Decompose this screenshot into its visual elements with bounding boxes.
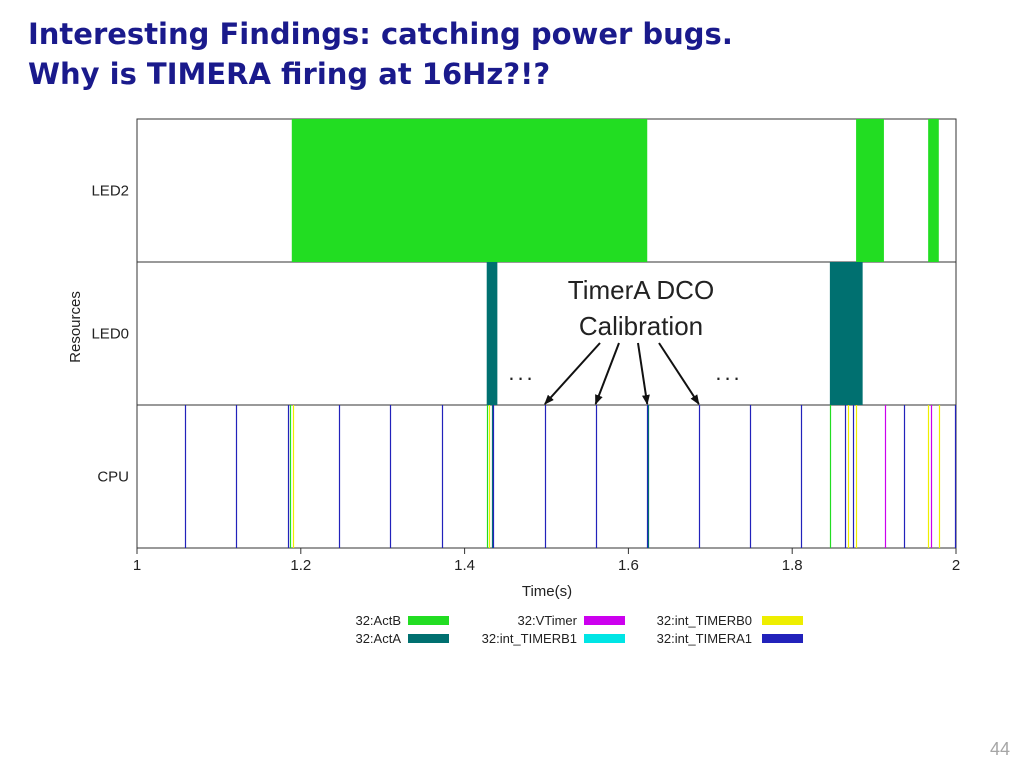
slide-title-line-2: Why is TIMERA firing at 16Hz?!? [28,57,551,91]
span-led2 [291,119,648,262]
x-tick-label: 1.8 [782,557,803,574]
legend-swatch [408,634,449,643]
span-led2 [856,119,884,262]
x-axis: Time(s) 1 1.2 1.4 1.6 1.8 2 [133,548,960,600]
annotation-arrow [658,342,700,405]
page-number: 44 [989,739,1010,759]
annotation-ellipsis-left: ... [508,360,535,385]
annotation-text-line-1: TimerA DCO [568,275,714,305]
cpu-events [184,405,957,548]
legend-swatch [584,634,625,643]
legend-label: 32:VTimer [518,613,578,628]
slide-title-line-1: Interesting Findings: catching power bug… [28,17,733,51]
legend-label: 32:ActB [355,613,401,628]
span-led0 [486,262,498,405]
span-led2 [928,119,939,262]
legend-swatch [584,616,625,625]
legend-label: 32:int_TIMERB1 [482,631,577,646]
row-label-cpu: CPU [97,469,129,486]
x-tick-label: 1.2 [290,557,311,574]
row-label-led2: LED2 [91,183,129,200]
span-led0 [829,262,863,405]
annotation-arrow [637,342,650,405]
legend-label: 32:ActA [355,631,401,646]
slide-title: Interesting Findings: catching power bug… [28,14,733,94]
row-labels: LED2 LED0 CPU [91,183,129,486]
x-tick-label: 1.4 [454,557,475,574]
legend-label: 32:int_TIMERA1 [657,631,752,646]
row-label-led0: LED0 [91,326,129,343]
legend-swatch [408,616,449,625]
legend: 32:ActB 32:VTimer 32:int_TIMERB0 32:ActA 32:… [355,613,803,646]
y-axis-label: Resources [67,291,84,363]
x-axis-label: Time(s) [522,583,572,600]
x-tick-label: 1 [133,557,141,574]
legend-swatch [762,634,803,643]
x-tick-label: 2 [952,557,960,574]
annotation-arrow [594,342,620,405]
legend-swatch [762,616,803,625]
legend-label: 32:int_TIMERB0 [657,613,752,628]
activity-spans [291,119,939,405]
annotation-text-line-2: Calibration [579,311,703,341]
x-tick-label: 1.6 [618,557,639,574]
annotation-ellipsis-right: ... [715,360,742,385]
annotation: TimerA DCO Calibration ... ... [508,275,742,405]
annotation-arrow [544,342,601,405]
